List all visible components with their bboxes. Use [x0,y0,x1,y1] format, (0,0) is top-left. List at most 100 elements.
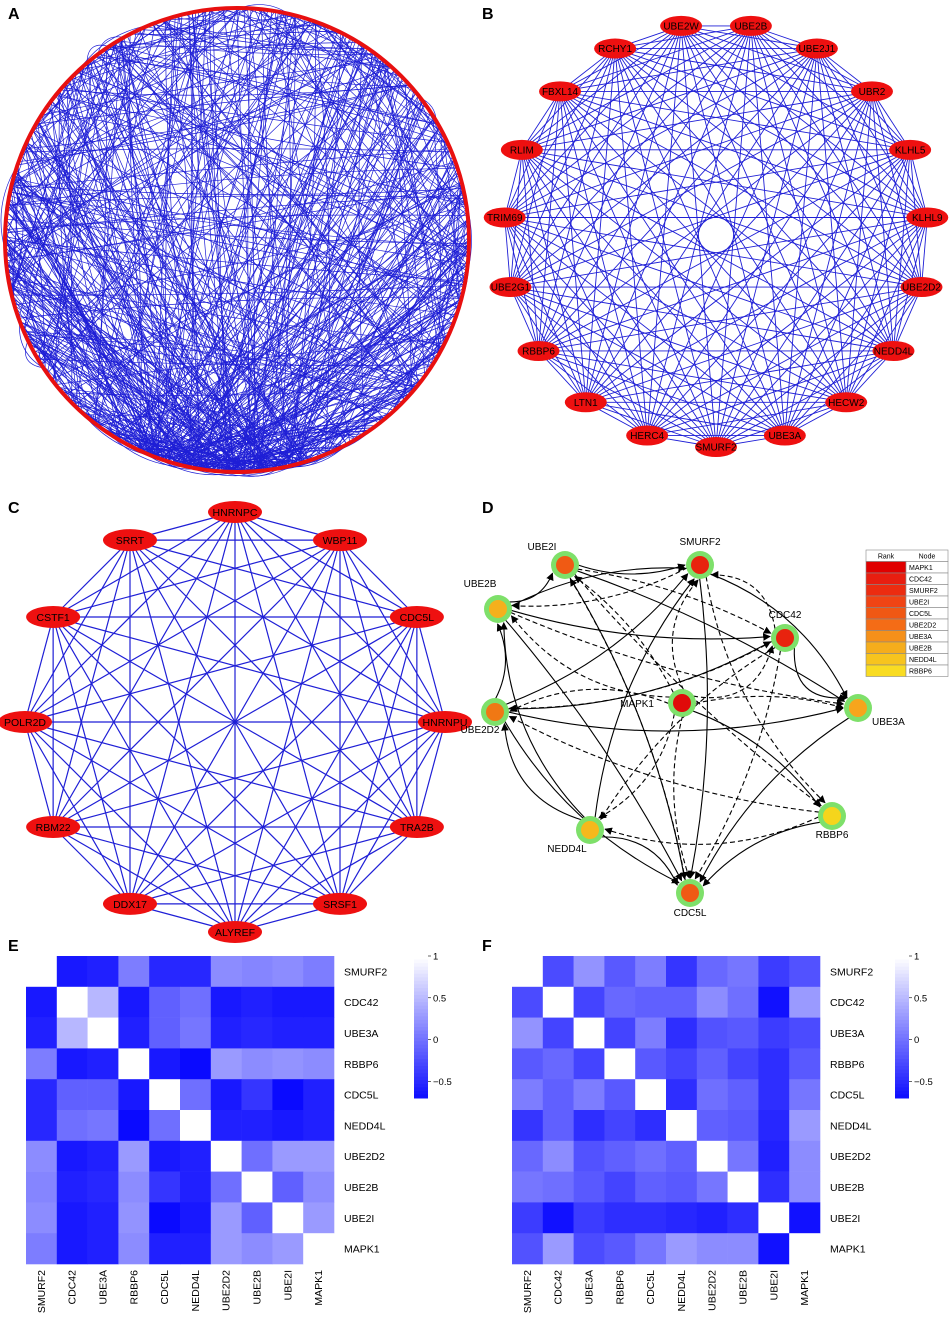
network-edge [538,350,847,403]
node-alyref[interactable]: ALYREF [208,921,262,943]
network-edge [22,148,452,153]
network-edge [559,48,817,92]
network-edge [646,91,873,436]
node-ube2w[interactable]: UBE2W [660,15,703,36]
colorbar-segment [414,1073,428,1078]
node-ltn1[interactable]: LTN1 [564,392,607,413]
node-smurf2[interactable]: SMURF2 [679,537,721,579]
node-hecw2[interactable]: HECW2 [825,392,868,413]
node-smurf2[interactable]: SMURF2 [695,437,737,457]
network-edge [614,48,648,436]
network-edge [24,616,54,723]
col-label: UBE2I [768,1270,780,1300]
colorbar-segment [414,1016,428,1021]
node-ube3a[interactable]: UBE3A [763,425,806,446]
heatmap-cell [512,956,544,988]
node-ellipse [208,921,262,943]
node-wbp11[interactable]: WBP11 [313,529,367,552]
node-ellipse [313,529,367,552]
node-ddx17[interactable]: DDX17 [103,892,157,915]
colorbar-segment [414,987,428,992]
colorbar-segment [414,1058,428,1063]
node-cdc5l[interactable]: CDC5L [389,606,444,628]
colorbar-segment [414,1019,428,1024]
network-edge [521,149,847,403]
colorbar-segment [414,980,428,985]
node-mapk1[interactable]: MAPK1 [620,689,696,717]
network-edge [614,48,928,218]
node-ube2i[interactable]: UBE2I [528,542,579,579]
node-herc4[interactable]: HERC4 [626,425,669,446]
network-edge [37,26,147,360]
network-edge [646,149,911,436]
colorbar-segment [895,1016,909,1021]
node-ube2b[interactable]: UBE2B [729,15,772,36]
row-label: CDC42 [344,997,379,1009]
network-edge [24,721,54,828]
node-ubr2[interactable]: UBR2 [850,81,893,102]
node-trim69[interactable]: TRIM69 [483,207,526,228]
node-nedd4l[interactable]: NEDD4L [872,340,915,361]
node-ube2g1[interactable]: UBE2G1 [489,277,532,298]
network-edge [281,103,426,468]
network-edge [261,9,468,216]
node-rbm22[interactable]: RBM22 [26,816,81,838]
node-label: UBE2B [734,21,767,32]
col-label: UBE2D2 [707,1270,719,1311]
network-edge [24,539,131,723]
node-cdc42[interactable]: CDC42 [769,610,802,652]
node-rchy1[interactable]: RCHY1 [594,38,637,59]
colorbar-segment [414,1062,428,1067]
node-rbbp6[interactable]: RBBP6 [816,802,849,841]
node-core [581,821,599,839]
network-edge [295,95,419,465]
network-edge [6,9,213,213]
heatmap-cell [56,1171,88,1203]
network-edge [559,91,847,403]
heatmap-cell [573,1017,605,1049]
node-rlim[interactable]: RLIM [500,139,543,160]
heatmap-cell [56,986,88,1018]
node-klhl9[interactable]: KLHL9 [906,207,949,228]
node-nedd4l[interactable]: NEDD4L [547,816,604,855]
node-hnrnpc[interactable]: HNRNPC [208,501,262,523]
colorbar-segment [895,977,909,982]
node-ellipse [208,501,262,523]
node-polr2d[interactable]: POLR2D [0,711,52,733]
heatmap-cell [118,1079,150,1111]
node-cdc5l[interactable]: CDC5L [674,879,707,919]
colorbar-segment [895,1058,909,1063]
node-rbbp6[interactable]: RBBP6 [517,340,560,361]
network-edge [383,60,447,341]
col-label: UBE2D2 [221,1270,233,1311]
node-ube3a[interactable]: UBE3A [844,694,905,728]
network-edge [845,91,873,403]
network-edge [103,50,456,319]
node-ellipse [795,38,838,59]
network-edge [257,8,469,258]
network-edge [78,69,245,473]
node-ube2d2[interactable]: UBE2D2 [900,277,943,298]
row-label: MAPK1 [344,1244,380,1256]
node-label: SRRT [116,535,145,547]
node-cstf1[interactable]: CSTF1 [26,606,81,628]
network-edge [4,232,248,473]
node-tra2b[interactable]: TRA2B [389,816,444,838]
directed-edge [508,572,554,603]
node-ube2j1[interactable]: UBE2J1 [795,38,838,59]
network-edge [504,217,922,288]
network-edge [585,350,894,403]
node-ube2d2[interactable]: UBE2D2 [461,698,509,736]
heatmap-cell [118,1140,150,1172]
node-srrt[interactable]: SRRT [103,529,157,552]
network-edge [236,386,417,473]
network-edge [64,184,463,396]
heatmap-cell [180,1202,212,1234]
node-srsf1[interactable]: SRSF1 [313,892,367,915]
node-label: CSTF1 [37,612,70,624]
node-ube2b[interactable]: UBE2B [464,579,512,623]
node-fbxl14[interactable]: FBXL14 [539,81,582,102]
node-klhl5[interactable]: KLHL5 [889,139,932,160]
node-hnrnpu[interactable]: HNRNPU [418,711,472,733]
network-edge [4,250,59,388]
